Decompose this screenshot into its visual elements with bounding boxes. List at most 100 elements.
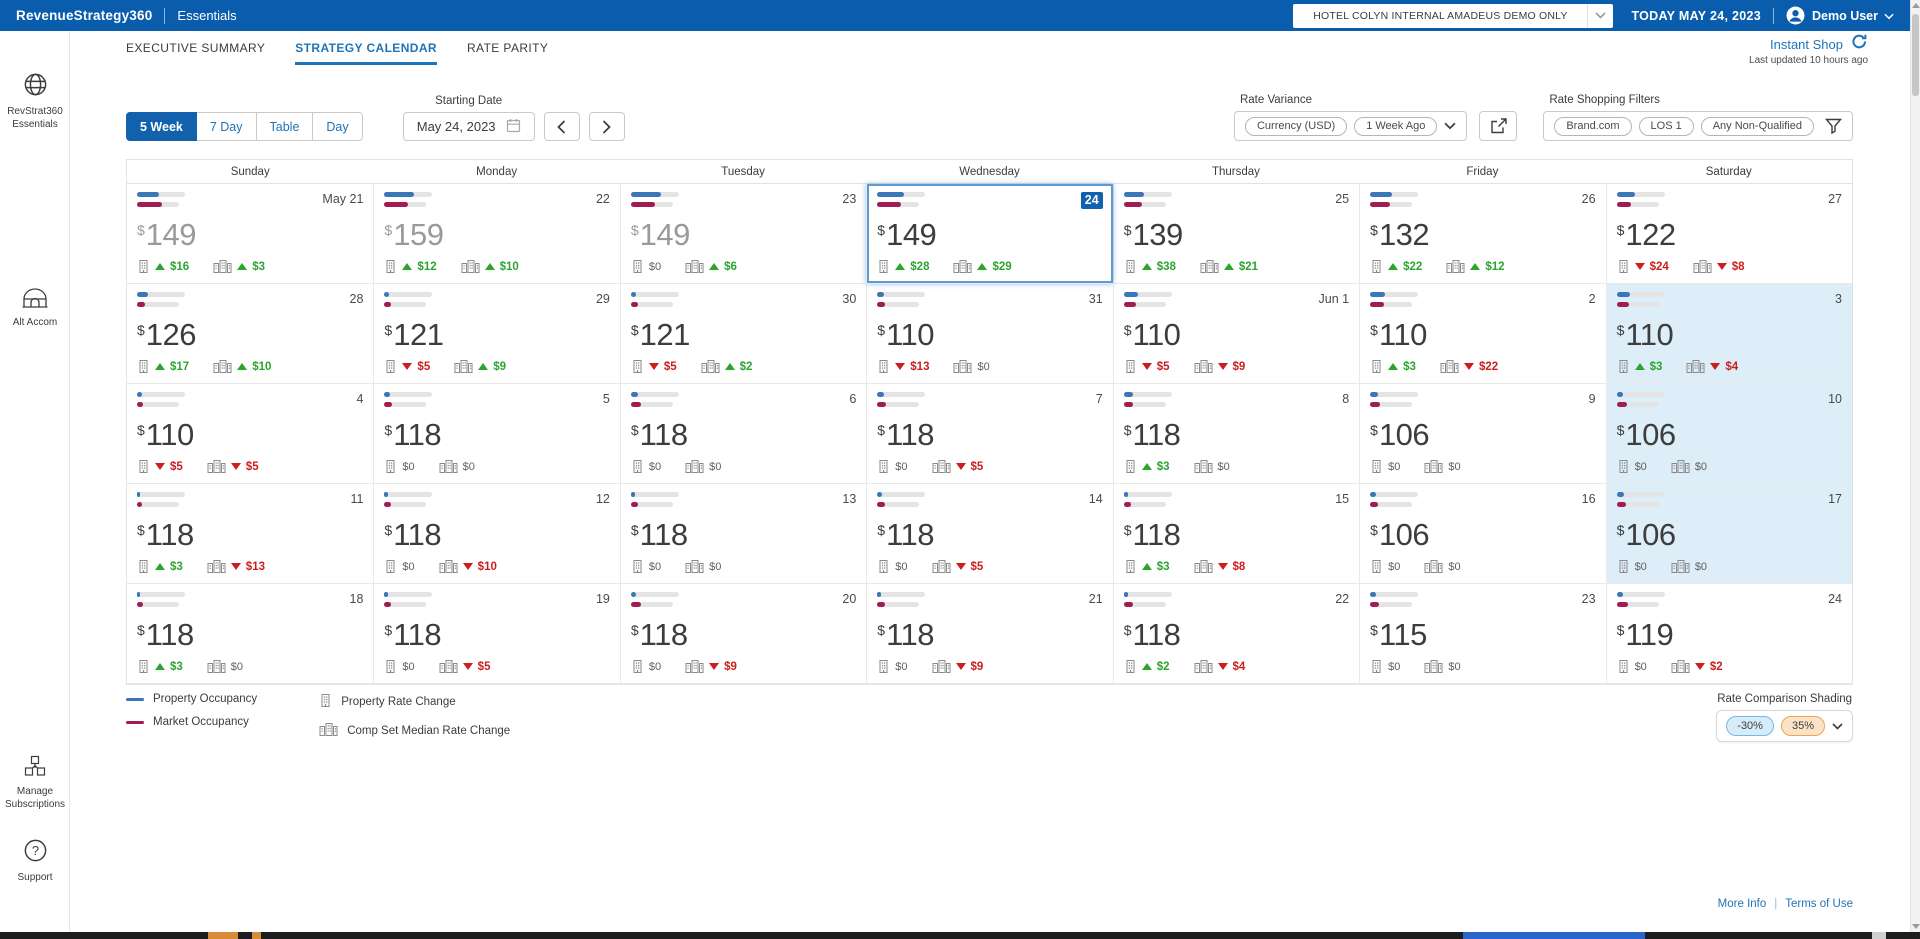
scroll-down-arrow-icon[interactable]: [1912, 924, 1920, 929]
cell-rate: $118: [631, 517, 856, 553]
filter-funnel-icon[interactable]: [1825, 118, 1842, 134]
calendar-cell[interactable]: 9 $106 $0 $0: [1359, 384, 1606, 484]
calendar-cell[interactable]: 15 $118 $3 $8: [1112, 484, 1360, 584]
chevron-down-icon[interactable]: [1832, 717, 1843, 735]
property-rate-change: $3: [1124, 459, 1170, 474]
calendar-cell[interactable]: 11 $118 $3 $13: [127, 484, 374, 584]
tab-executive-summary[interactable]: EXECUTIVE SUMMARY: [126, 40, 266, 55]
chevron-down-icon[interactable]: [1587, 3, 1613, 28]
tab-strategy-calendar[interactable]: STRATEGY CALENDAR: [295, 31, 437, 65]
calendar-cell[interactable]: 22 $159 $12 $10: [373, 184, 620, 284]
cell-rate: $132: [1370, 217, 1595, 253]
calendar-cell[interactable]: 17 $106 $0 $0: [1605, 484, 1852, 584]
tab-rate-parity[interactable]: RATE PARITY: [466, 40, 549, 55]
occupancy-bars: [1123, 592, 1172, 607]
calendar-cell[interactable]: 23 $149 $0 $6: [619, 184, 867, 284]
calendar-cell[interactable]: Jun 1 $110 $5 $9: [1112, 284, 1360, 384]
market-occupancy-bar: [1616, 202, 1659, 207]
user-avatar-icon[interactable]: [1786, 6, 1805, 25]
tab-bar: EXECUTIVE SUMMARY STRATEGY CALENDAR RATE P…: [126, 31, 548, 65]
pill-brand-com[interactable]: Brand.com: [1554, 116, 1632, 136]
cell-rate: $110: [137, 417, 363, 453]
calendar-cell[interactable]: 3 $110 $3 $4: [1605, 284, 1852, 384]
terms-of-use-link[interactable]: Terms of Use: [1785, 898, 1853, 910]
rate-value: 118: [145, 517, 194, 552]
calendar-cell[interactable]: 12 $118 $0 $10: [373, 484, 620, 584]
rate-value: 122: [1625, 217, 1676, 252]
vertical-scrollbar[interactable]: [1910, 0, 1920, 932]
calendar-cell[interactable]: 19 $118 $0 $5: [373, 584, 620, 684]
calendar-cell[interactable]: 13 $118 $0 $0: [619, 484, 867, 584]
occupancy-bars: [630, 292, 679, 307]
instant-shop-link[interactable]: Instant Shop: [1770, 36, 1843, 52]
property-rate-change: $5: [137, 459, 183, 474]
calendar-cell[interactable]: 18 $118 $3 $0: [127, 584, 374, 684]
hotel-selector[interactable]: HOTEL COLYN INTERNAL AMADEUS DEMO ONLY: [1293, 3, 1614, 28]
prev-week-button[interactable]: [543, 112, 580, 141]
toolbar-right: Rate Variance Currency (USD) 1 Week Ago R…: [1233, 94, 1853, 141]
calendar-cell[interactable]: 31 $110 $13 $0: [866, 284, 1113, 384]
calendar-cell[interactable]: 21 $118 $0 $9: [866, 584, 1113, 684]
market-occupancy-fill: [630, 202, 655, 207]
pill-any-non-qualified[interactable]: Any Non-Qualified: [1700, 116, 1814, 136]
shading-low-pill[interactable]: -30%: [1726, 716, 1774, 736]
calendar-cell[interactable]: 22 $118 $2 $4: [1112, 584, 1360, 684]
next-week-button[interactable]: [588, 112, 625, 141]
starting-date-input[interactable]: May 24, 2023: [402, 112, 535, 141]
view-button-5-week[interactable]: 5 Week: [126, 112, 197, 141]
rate-changes-row: $0 $5: [877, 559, 1104, 574]
building-icon: [1124, 259, 1137, 274]
rate-comparison-shading-control[interactable]: -30% 35%: [1716, 710, 1853, 742]
calendar-cell[interactable]: 4 $110 $5 $5: [127, 384, 374, 484]
calendar-cell[interactable]: 28 $126 $17 $10: [127, 284, 374, 384]
view-button-7-day[interactable]: 7 Day: [196, 112, 257, 141]
calendar-cell[interactable]: 6 $118 $0 $0: [619, 384, 867, 484]
cell-rate: $106: [1617, 417, 1842, 453]
view-button-table[interactable]: Table: [256, 112, 314, 141]
calendar-cell[interactable]: 20 $118 $0 $9: [619, 584, 867, 684]
pill-currency-usd[interactable]: Currency (USD): [1244, 116, 1348, 136]
scrollbar-thumb[interactable]: [1912, 14, 1919, 96]
calendar-cell[interactable]: May 21 $149 $16 $3: [127, 184, 374, 284]
occupancy-bars: [384, 292, 433, 307]
calendar-cell[interactable]: 5 $118 $0 $0: [373, 384, 620, 484]
chevron-down-icon[interactable]: [1884, 7, 1894, 25]
calendar-cell[interactable]: 8 $118 $3 $0: [1112, 384, 1360, 484]
chevron-down-icon[interactable]: [1444, 122, 1456, 130]
view-button-day[interactable]: Day: [313, 112, 363, 141]
pill-1-week-ago[interactable]: 1 Week Ago: [1354, 116, 1438, 136]
down-arrow-icon: [1141, 363, 1152, 370]
sidebar-item-revstrat360-essentials[interactable]: RevStrat360 Essentials: [0, 71, 70, 131]
refresh-icon[interactable]: [1851, 34, 1868, 54]
calendar-cell[interactable]: 24 $149 $28 $29: [866, 184, 1113, 284]
calendar-cell[interactable]: 26 $132 $22 $12: [1359, 184, 1606, 284]
calendar-cell[interactable]: 27 $122 $24 $8: [1605, 184, 1852, 284]
currency-symbol: $: [877, 622, 886, 638]
more-info-link[interactable]: More Info: [1717, 898, 1767, 910]
rate-value: 119: [1625, 617, 1674, 652]
calendar-cell[interactable]: 10 $106 $0 $0: [1605, 384, 1852, 484]
property-rate-change: $24: [1617, 259, 1669, 274]
calendar-cell[interactable]: 23 $115 $0 $0: [1359, 584, 1606, 684]
sidebar-item-alt-accom[interactable]: Alt Accom: [0, 286, 70, 330]
rate-variance-dropdown[interactable]: Currency (USD) 1 Week Ago: [1233, 111, 1468, 141]
brand-logo[interactable]: RevenueStrategy360: [16, 8, 153, 23]
sidebar-item-support[interactable]: ? Support: [0, 837, 70, 885]
calendar-cell[interactable]: 25 $139 $38 $21: [1112, 184, 1360, 284]
calendar-cell[interactable]: 14 $118 $0 $5: [866, 484, 1113, 584]
calendar-cell[interactable]: 2 $110 $3 $22: [1359, 284, 1606, 384]
sidebar-item-manage-subscriptions[interactable]: Manage Subscriptions: [0, 755, 70, 811]
pill-los-1[interactable]: LOS 1: [1638, 116, 1694, 136]
scroll-up-arrow-icon[interactable]: [1912, 3, 1920, 8]
calendar-cell[interactable]: 24 $119 $0 $2: [1605, 584, 1852, 684]
up-arrow-icon: [1388, 263, 1399, 270]
export-icon[interactable]: [1479, 111, 1518, 141]
user-name[interactable]: Demo User: [1812, 8, 1878, 23]
shading-high-pill[interactable]: 35%: [1780, 716, 1825, 736]
occupancy-bars: [1123, 192, 1172, 207]
calendar-cell[interactable]: 30 $121 $5 $2: [619, 284, 867, 384]
calendar-cell[interactable]: 29 $121 $5 $9: [373, 284, 620, 384]
calendar-cell[interactable]: 16 $106 $0 $0: [1359, 484, 1606, 584]
calendar-cell[interactable]: 7 $118 $0 $5: [866, 384, 1113, 484]
property-rate-change: $12: [384, 259, 437, 274]
